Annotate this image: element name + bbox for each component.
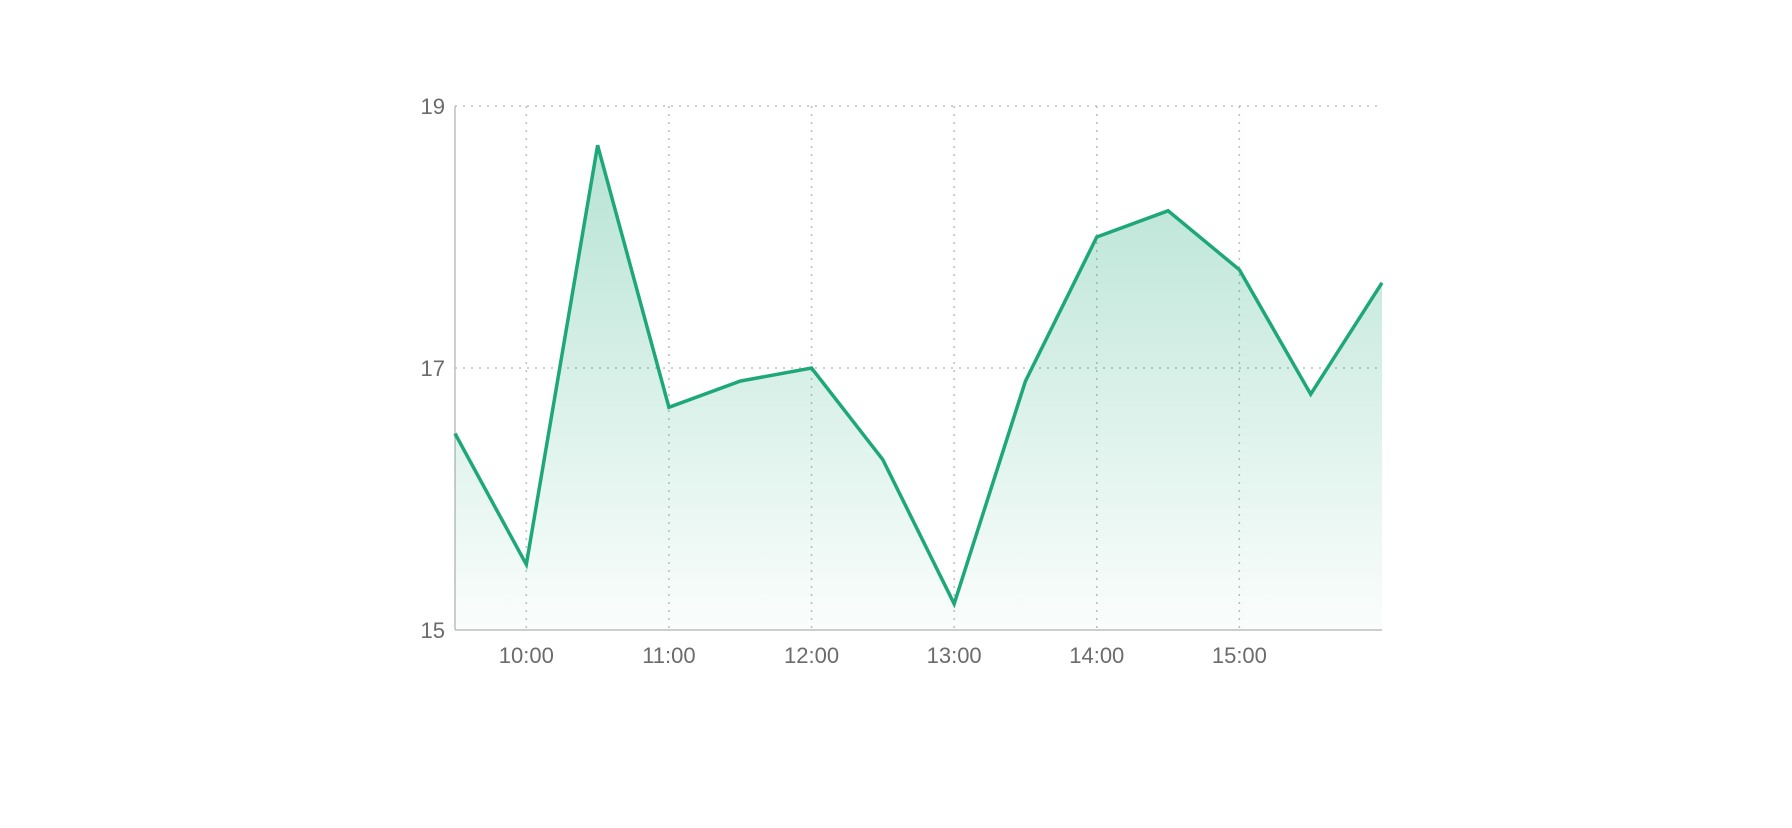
data-point-1330 — [1023, 379, 1027, 383]
data-point-1500 — [1237, 268, 1241, 272]
data-point-0930 — [453, 432, 457, 436]
data-point-1030 — [596, 143, 600, 147]
data-point-1000 — [524, 563, 528, 567]
y-tick-label-19: 19 — [421, 94, 445, 119]
data-point-1230 — [881, 458, 885, 462]
area-fill-group — [455, 145, 1382, 631]
y-tick-label-15: 15 — [421, 618, 445, 643]
data-point-1400 — [1095, 235, 1099, 239]
x-tick-label-1400: 14:00 — [1069, 643, 1124, 668]
x-tick-label-1300: 13:00 — [927, 643, 982, 668]
x-tick-label-1200: 12:00 — [784, 643, 839, 668]
data-point-1600 — [1380, 281, 1384, 285]
data-point-1300 — [952, 602, 956, 606]
x-tick-label-1000: 10:00 — [499, 643, 554, 668]
data-point-1430 — [1166, 209, 1170, 213]
data-point-1130 — [738, 379, 742, 383]
data-point-1100 — [667, 405, 671, 409]
y-tick-labels: 15 17 19 — [421, 94, 445, 643]
x-tick-label-1500: 15:00 — [1212, 643, 1267, 668]
y-tick-label-17: 17 — [421, 356, 445, 381]
x-tick-label-1100: 11:00 — [642, 643, 695, 668]
series-line-group — [453, 143, 1384, 609]
x-tick-labels: 10:00 11:00 12:00 13:00 14:00 15:00 — [499, 643, 1267, 668]
area-fill — [455, 145, 1382, 631]
data-point-1200 — [810, 366, 814, 370]
data-point-1530 — [1309, 392, 1313, 396]
series-line — [453, 144, 1384, 609]
